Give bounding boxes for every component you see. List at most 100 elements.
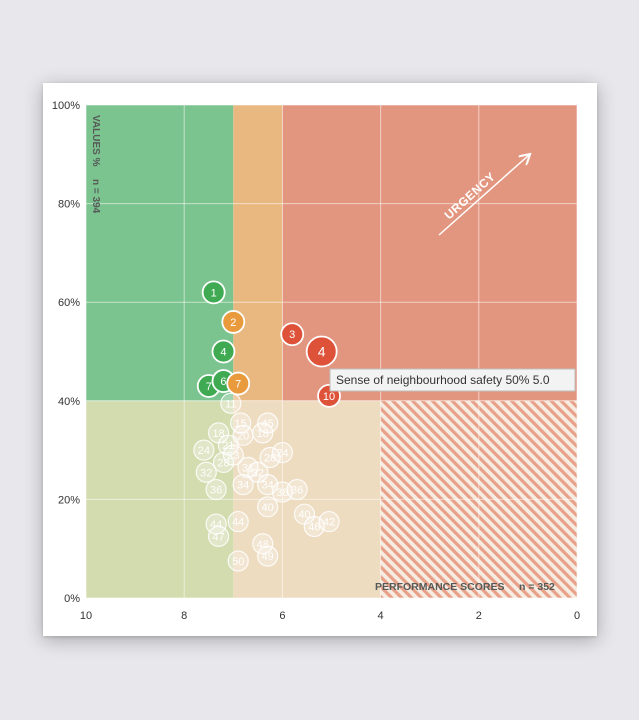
faded-point-label: 32 [200, 467, 212, 479]
faded-point[interactable]: 36 [205, 478, 227, 501]
faded-point[interactable]: 28 [259, 446, 281, 469]
x-tick-label: 6 [279, 610, 285, 622]
faded-point-label: 23 [227, 450, 239, 462]
y-tick-labels: 100% 80% 60% 40% 20% 0% [52, 100, 80, 605]
x-tick-label: 8 [181, 610, 187, 622]
x-axis-label: PERFORMANCE SCORES [375, 581, 505, 593]
faded-point-label: 28 [264, 452, 276, 464]
y-tick-label: 40% [58, 396, 80, 408]
highlighted-points: 1 2 4 7 6 7 3 4 10 [196, 280, 341, 408]
faded-point[interactable]: 28 [212, 451, 235, 474]
data-point-label: 7 [206, 381, 212, 393]
x-tick-labels: 10 8 6 4 2 0 [80, 610, 580, 622]
data-point-label: 6 [220, 376, 226, 388]
faded-point-marker [227, 510, 249, 533]
zone-top-green [86, 105, 234, 401]
faded-point-marker [220, 392, 242, 414]
faded-point-label: 24 [198, 445, 210, 457]
faded-point-label: 40 [262, 502, 274, 514]
faded-point-marker [217, 434, 239, 456]
data-point-label: 10 [323, 391, 335, 403]
faded-point-label: 20 [237, 430, 249, 442]
data-point[interactable]: 1 [201, 280, 226, 305]
faded-point-label: 50 [232, 556, 244, 568]
faded-point[interactable]: 24 [193, 439, 215, 461]
faded-point[interactable]: 50 [227, 550, 249, 572]
faded-point[interactable]: 18 [252, 422, 274, 444]
faded-point[interactable]: 40 [293, 503, 316, 525]
scatter-chart: URGENCY VALUES % n = 394 PERFORMANCE SCO… [52, 100, 580, 622]
x-tick-label: 2 [476, 610, 482, 622]
tooltip-box [329, 368, 576, 392]
faded-point[interactable]: 11 [220, 392, 242, 414]
faded-point-label: 18 [257, 428, 269, 440]
data-point-marker [211, 339, 236, 364]
x-tick-label: 4 [378, 610, 384, 622]
faded-point[interactable]: 20 [232, 424, 254, 446]
faded-point-marker [252, 533, 274, 555]
faded-point[interactable]: 48 [252, 533, 274, 555]
faded-point-label: 36 [210, 485, 222, 497]
faded-point-label: 24 [276, 448, 288, 460]
y-axis-label: VALUES % [90, 115, 101, 167]
faded-point[interactable]: 40 [257, 496, 279, 518]
faded-point-label: 34 [237, 480, 249, 492]
data-point[interactable]: 4 [305, 335, 338, 368]
data-point-marker [305, 335, 338, 368]
urgency-arrow [438, 155, 529, 236]
data-point-label: 7 [235, 379, 241, 391]
faded-point[interactable]: 32 [195, 461, 217, 483]
x-count-label: n = 352 [519, 581, 555, 593]
data-point-label: 2 [230, 317, 236, 329]
faded-point-label: 28 [217, 457, 229, 469]
data-point-marker [280, 322, 305, 347]
data-point-label: 1 [211, 287, 217, 299]
faded-point-marker [257, 545, 279, 567]
faded-point[interactable]: 32 [247, 461, 269, 483]
faded-point[interactable]: 34 [232, 474, 254, 496]
y-tick-label: 80% [58, 199, 80, 211]
faded-point-label: 38 [276, 487, 288, 499]
faded-point-marker [318, 510, 340, 533]
faded-point[interactable]: 49 [257, 545, 279, 567]
faded-point-marker [212, 451, 235, 474]
faded-point-label: 18 [212, 428, 224, 440]
faded-point[interactable]: 23 [222, 444, 244, 466]
data-point-marker [201, 280, 226, 305]
faded-point-marker [193, 439, 215, 461]
faded-point-marker [207, 525, 230, 547]
data-point-label: 4 [220, 347, 226, 359]
data-point-marker [226, 371, 251, 396]
faded-point-marker [237, 456, 259, 478]
faded-point-marker [195, 461, 217, 483]
faded-point-label: 42 [323, 517, 335, 529]
faded-point[interactable]: 44 [227, 510, 249, 533]
data-point-marker [221, 310, 246, 334]
faded-point-marker [257, 412, 279, 434]
grid-lines [85, 104, 578, 599]
data-point[interactable]: 7 [226, 371, 251, 396]
data-point[interactable]: 3 [280, 322, 305, 347]
faded-point[interactable]: 24 [271, 441, 293, 464]
y-tick-label: 100% [52, 100, 80, 112]
y-tick-label: 0% [64, 593, 80, 605]
faded-point-label: 34 [262, 480, 274, 492]
faded-point-label: 49 [262, 551, 274, 563]
faded-point-label: 11 [225, 398, 236, 410]
faded-point-label: 44 [232, 517, 244, 529]
faded-point-label: 40 [298, 509, 310, 521]
faded-point-marker [271, 441, 293, 464]
faded-point-label: 36 [291, 485, 303, 497]
faded-point[interactable]: 42 [318, 510, 340, 533]
tooltip-text: Sense of neighbourhood safety 50% 5.0 [336, 373, 550, 387]
data-point[interactable]: 4 [211, 339, 236, 364]
faded-point-marker [259, 446, 281, 469]
faded-point[interactable]: 47 [207, 525, 230, 547]
chart-card: URGENCY VALUES % n = 394 PERFORMANCE SCO… [43, 83, 597, 636]
data-point[interactable]: 2 [221, 310, 246, 334]
x-tick-label: 10 [80, 610, 92, 622]
faded-point[interactable]: 36 [286, 478, 308, 501]
data-point-label: 3 [289, 329, 295, 341]
y-tick-label: 60% [58, 297, 80, 309]
faded-point-marker [227, 550, 249, 572]
